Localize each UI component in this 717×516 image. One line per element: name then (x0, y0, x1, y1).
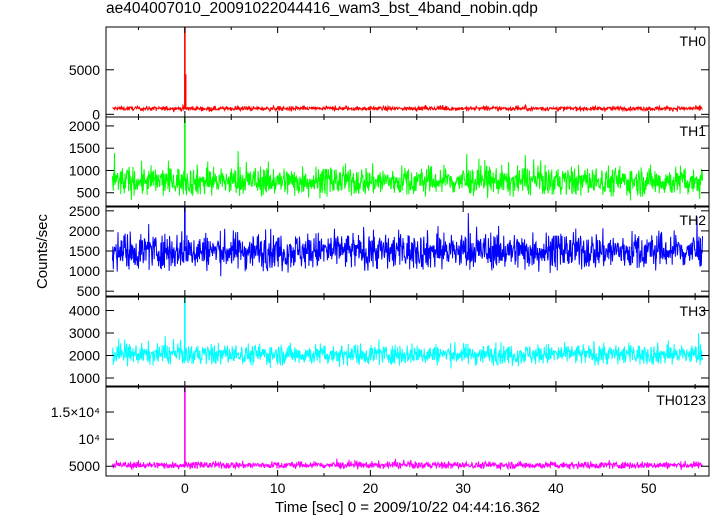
x-tick-label: 0 (181, 480, 189, 496)
y-tick-label: 1000 (69, 370, 100, 386)
panel-th3: 1000 2000 3000 4000 TH3 (69, 296, 710, 388)
panel-th2: 500 1000 1500 2000 2500 TH2 (69, 203, 710, 299)
y-tick-label: 2000 (69, 348, 100, 364)
y-tick-label: 1000 (69, 162, 100, 178)
x-tick-label: 30 (455, 480, 471, 496)
y-tick-label: 2000 (69, 223, 100, 239)
y-tick-label: 500 (77, 185, 101, 201)
x-tick-label: 40 (548, 480, 564, 496)
y-tick-label: 1500 (69, 140, 100, 156)
series-th3 (111, 333, 704, 369)
panel-label: TH2 (680, 212, 707, 228)
y-tick-label: 10⁴ (78, 431, 100, 447)
panel-label: TH3 (680, 303, 707, 319)
y-tick-label: 3000 (69, 325, 100, 341)
y-tick-label: 5000 (69, 458, 100, 474)
panel-label: TH1 (680, 123, 707, 139)
panel-label: TH0123 (656, 392, 706, 408)
series-th2 (111, 213, 704, 277)
y-tick-label: 4000 (69, 303, 100, 319)
panel-frame (105, 385, 710, 477)
y-tick-label: 1500 (69, 243, 100, 259)
y-tick-label: 500 (77, 283, 101, 299)
y-tick-label: 5000 (69, 62, 100, 78)
y-tick-label: 0 (92, 106, 100, 122)
y-tick-label: 2500 (69, 203, 100, 219)
panel-label: TH0 (680, 33, 707, 49)
x-tick-label: 10 (270, 480, 286, 496)
x-tick-label: 50 (641, 480, 657, 496)
y-tick-label: 2000 (69, 118, 100, 134)
x-tick-label: 20 (363, 480, 379, 496)
y-tick-label: 1000 (69, 263, 100, 279)
panel-frame (105, 26, 710, 118)
panel-th1: 500 1000 1500 2000 TH1 (69, 116, 710, 208)
y-axis-label: Counts/sec (34, 213, 51, 289)
series-th0 (112, 103, 703, 113)
panel-frame (105, 296, 710, 388)
panel-th0123: 5000 10⁴ 1.5×10⁴ TH0123 (51, 385, 710, 477)
x-axis-label: Time [sec] 0 = 2009/10/22 04:44:16.362 (275, 499, 540, 516)
panel-frame (105, 116, 710, 208)
y-tick-label: 1.5×10⁴ (51, 404, 100, 420)
chart-title: ae404007010_20091022044416_wam3_bst_4ban… (106, 0, 538, 17)
series-th1 (111, 151, 704, 201)
panel-th0: 0 5000 TH0 (69, 26, 710, 122)
series-th0123 (112, 458, 703, 471)
